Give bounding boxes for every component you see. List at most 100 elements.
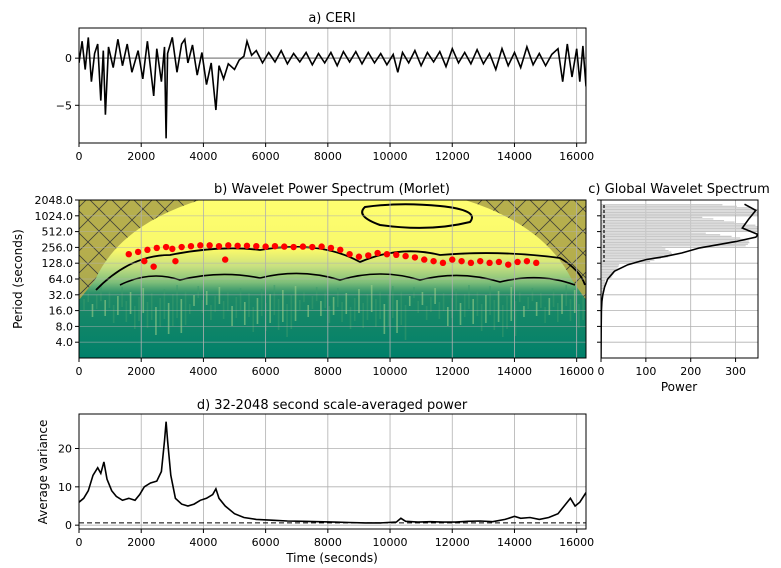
power-streak <box>337 288 339 307</box>
ridge-point <box>467 259 475 267</box>
power-streak <box>273 285 276 315</box>
x-tick-label: 12000 <box>435 150 470 163</box>
y-tick-label: 10 <box>58 481 72 494</box>
panel-d-ticks: 0 2000 4000 6000 8000 10000 12000 14000 16000 0 10… <box>58 443 594 550</box>
power-streak <box>172 294 174 326</box>
panel-c-global-spectrum-line <box>601 203 758 358</box>
power-streak <box>87 290 90 302</box>
power-streak <box>235 297 238 318</box>
panel-b-ticks: 0 2000 4000 6000 8000 10000 12000 14000 16000 4.0… <box>35 194 595 378</box>
power-streak <box>100 286 102 301</box>
ridge-point <box>172 257 179 265</box>
y-tick-label: 4.0 <box>56 336 74 349</box>
ridge-point <box>486 259 493 267</box>
ridge-point <box>281 243 288 250</box>
x-tick-label: 14000 <box>497 365 532 378</box>
x-tick-label: 4000 <box>189 150 217 163</box>
y-tick-label: 32.0 <box>49 289 74 302</box>
power-streak <box>282 290 284 322</box>
power-streak <box>188 304 191 314</box>
power-streak <box>552 289 555 307</box>
power-streak <box>239 288 242 310</box>
ridge-point <box>337 246 344 254</box>
power-streak <box>392 286 394 318</box>
power-streak <box>243 302 246 325</box>
x-tick-label: 4000 <box>189 365 217 378</box>
panel-b-coi-left <box>79 200 200 300</box>
ridge-point <box>134 248 142 256</box>
ridge-point <box>430 257 437 265</box>
x-tick-label: 12000 <box>435 536 470 549</box>
x-tick-label: 10000 <box>373 365 408 378</box>
panel-b-grid <box>79 200 586 358</box>
x-tick-label: 8000 <box>314 365 342 378</box>
power-streak <box>518 292 521 302</box>
x-tick-label: 200 <box>680 365 701 378</box>
ridge-point <box>299 243 307 250</box>
ridge-point <box>153 244 160 252</box>
panel-a-ticks: 0 2000 4000 6000 8000 10000 12000 14000 16000 −5 0 <box>56 52 594 163</box>
x-tick-label: 2000 <box>127 365 155 378</box>
power-streak <box>345 293 348 314</box>
power-streak <box>578 304 580 328</box>
x-tick-label: 10000 <box>373 150 408 163</box>
x-tick-label: 300 <box>725 365 746 378</box>
power-streak <box>155 307 157 335</box>
ridge-point <box>215 242 223 250</box>
power-streak <box>400 291 403 325</box>
y-tick-label: 0 <box>65 519 72 532</box>
x-tick-label: 14000 <box>497 536 532 549</box>
power-streak <box>214 296 216 312</box>
power-streak <box>366 294 369 320</box>
power-streak <box>159 298 161 327</box>
x-tick-label: 100 <box>635 365 656 378</box>
power-streak <box>341 302 343 322</box>
power-streak <box>95 295 98 309</box>
ridge-point <box>402 252 409 260</box>
power-streak <box>142 288 145 313</box>
power-streak <box>227 292 229 311</box>
ridge-point <box>327 244 335 252</box>
ridge-point <box>449 256 456 263</box>
ridge-point <box>477 257 484 265</box>
power-streak <box>286 304 288 337</box>
power-streak <box>133 306 136 329</box>
power-streak <box>320 301 322 316</box>
ridge-point <box>187 242 195 250</box>
power-streak <box>413 287 415 298</box>
power-streak <box>535 302 538 316</box>
x-tick-label: 16000 <box>559 365 594 378</box>
power-streak <box>442 293 445 311</box>
y-tick-label: 0 <box>65 52 72 65</box>
power-streak <box>468 285 470 309</box>
power-streak <box>447 307 449 326</box>
power-streak <box>514 301 517 336</box>
power-streak <box>506 296 508 329</box>
ridge-point <box>178 243 185 251</box>
power-streak <box>184 290 187 325</box>
power-streak <box>108 291 111 308</box>
power-streak <box>404 305 407 340</box>
power-streak <box>417 301 419 313</box>
panel-b-fine-structure <box>79 285 584 340</box>
panel-b-ridge <box>125 242 540 270</box>
power-streak <box>176 285 178 318</box>
power-streak <box>421 292 424 305</box>
ridge-point <box>439 259 447 267</box>
power-streak <box>476 290 479 316</box>
ridge-point <box>206 242 213 249</box>
power-streak <box>167 303 170 334</box>
panel-b-ylabel: Period (seconds) <box>11 229 25 329</box>
power-streak <box>180 299 183 333</box>
power-streak <box>379 290 381 319</box>
power-streak <box>163 289 166 319</box>
power-streak <box>121 287 123 307</box>
panel-b-coi-right <box>465 200 586 300</box>
panel-d-grid <box>78 414 586 529</box>
power-streak <box>493 300 496 330</box>
power-streak <box>83 299 85 310</box>
ridge-point <box>197 242 204 249</box>
power-streak <box>294 286 297 321</box>
power-streak <box>129 292 132 314</box>
panel-b: b) Wavelet Power Spectrum (Morlet) 0 2000… <box>11 182 594 378</box>
